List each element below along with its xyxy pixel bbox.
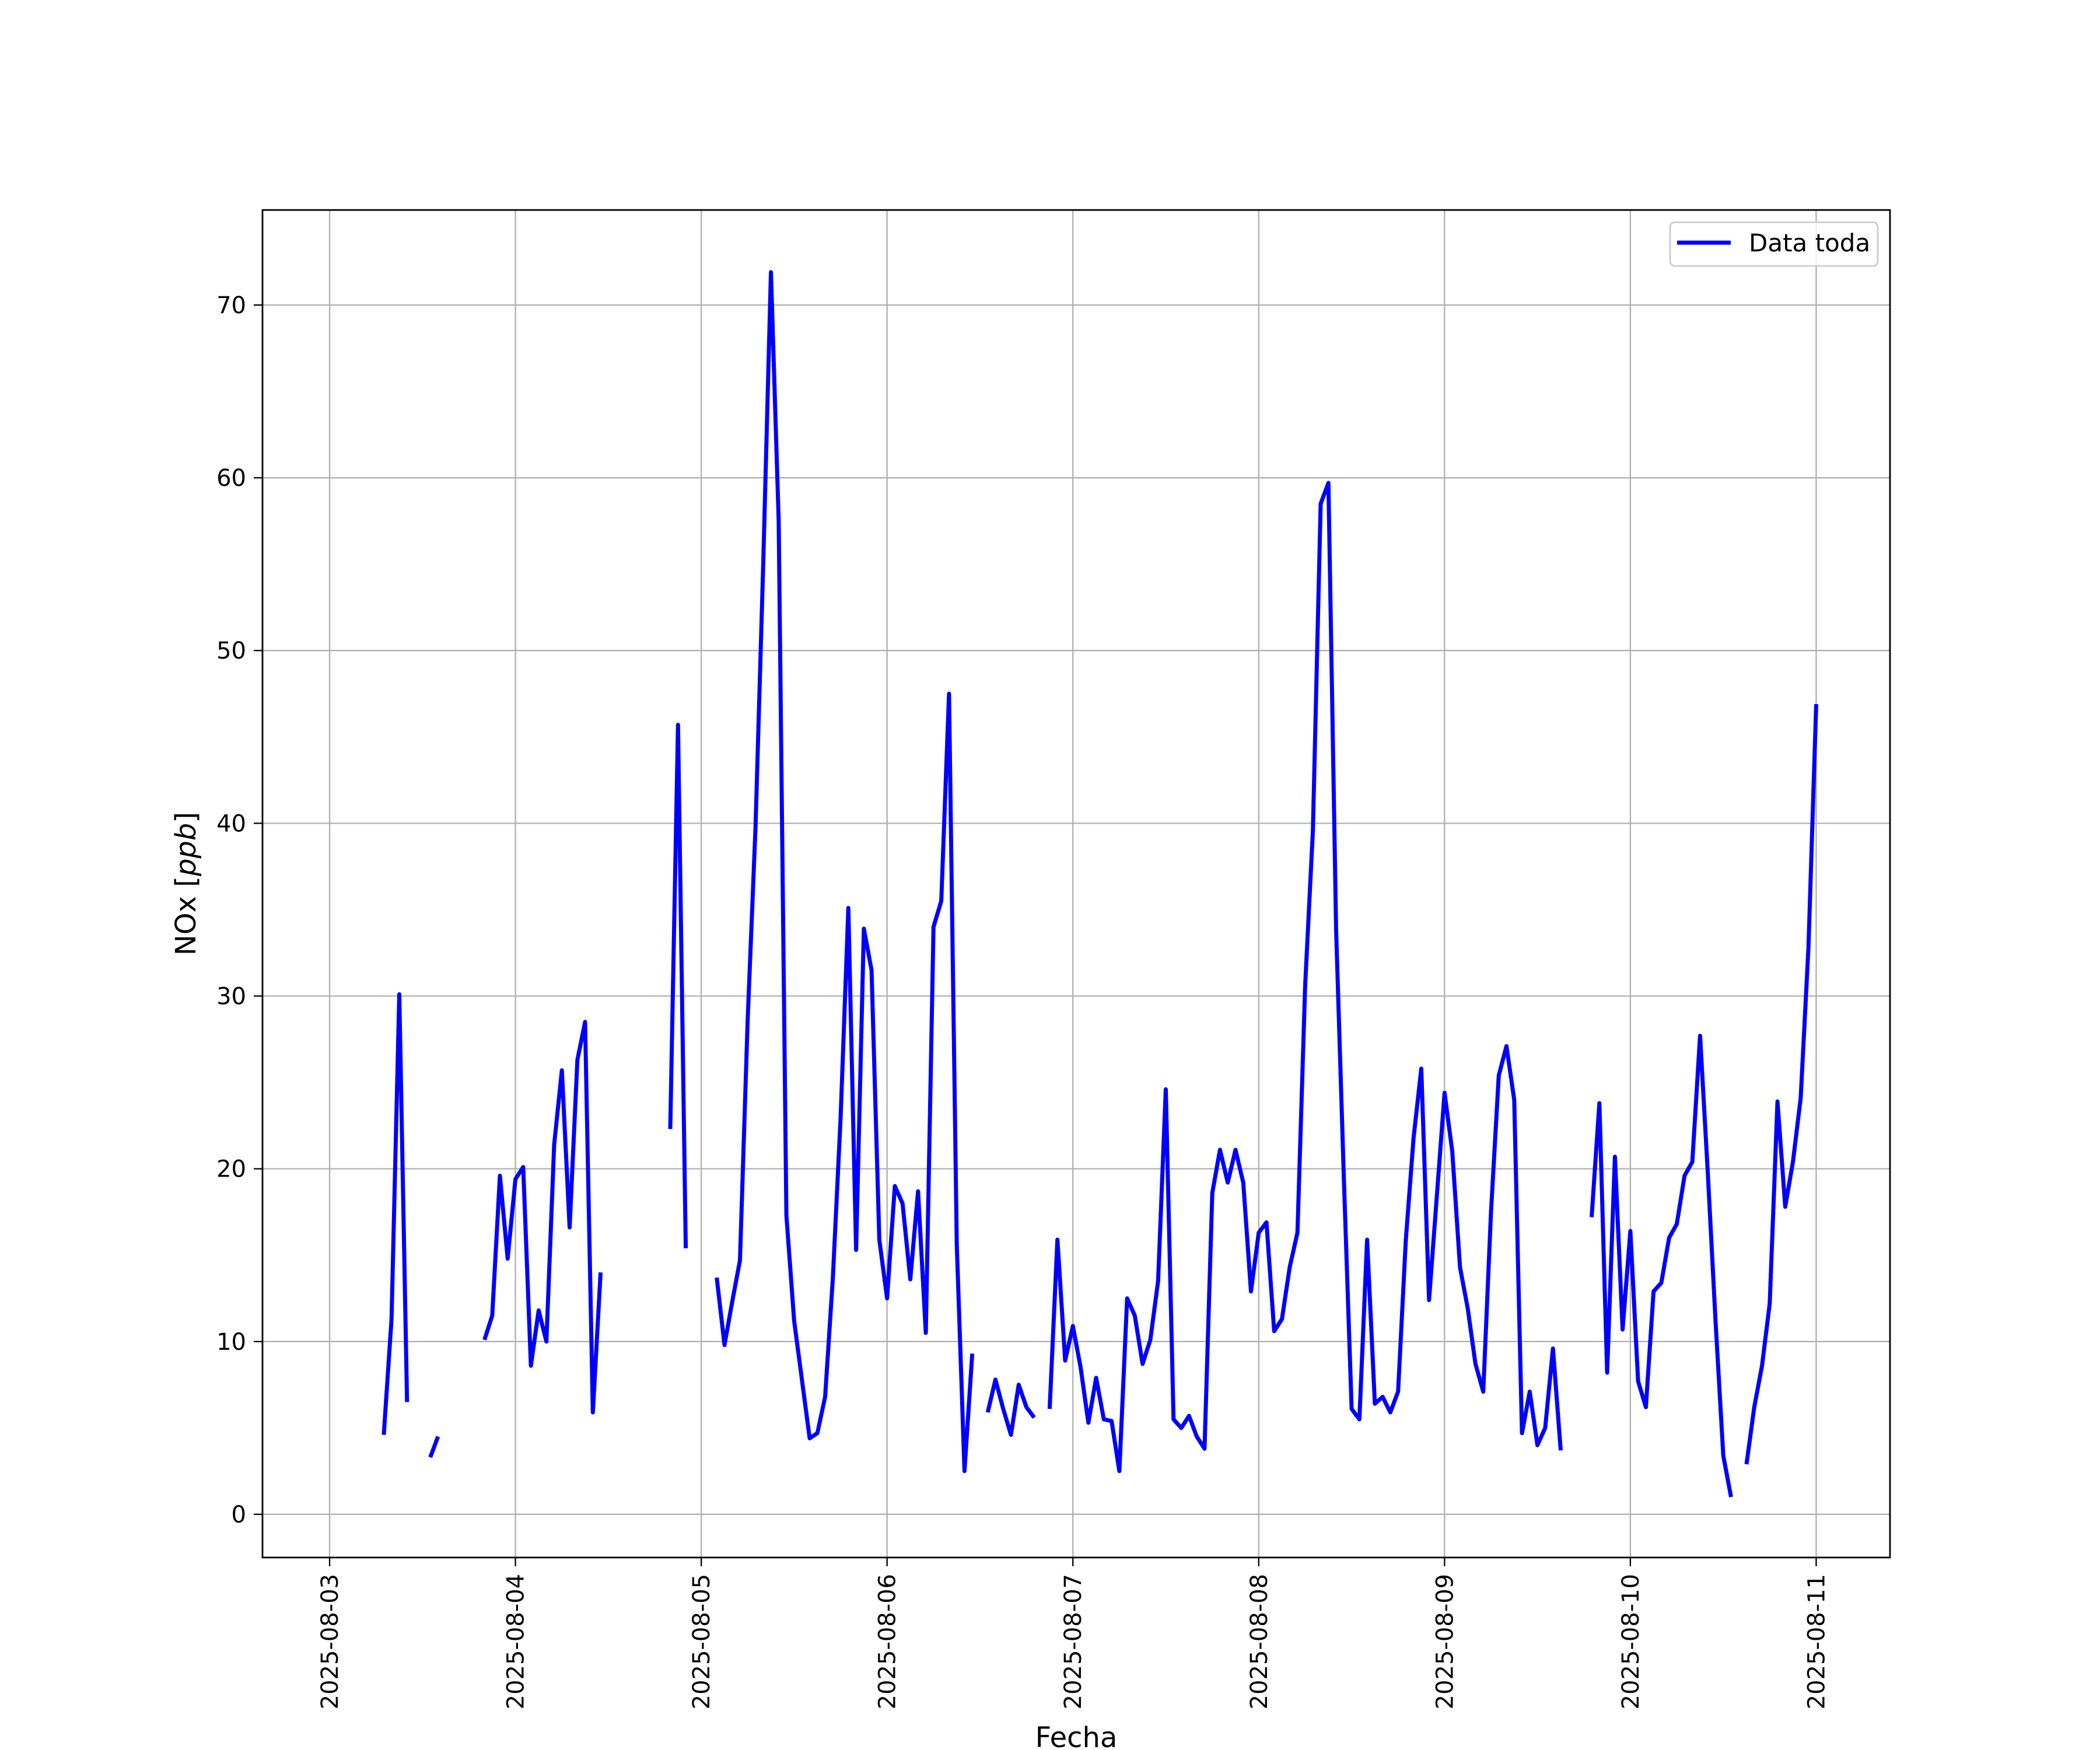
series-line-segment bbox=[482, 1020, 603, 1415]
x-tick-label: 2025-08-08 bbox=[1246, 1574, 1273, 1709]
series-line-segment bbox=[985, 1377, 1036, 1437]
x-tick-label: 2025-08-05 bbox=[688, 1574, 715, 1709]
series-line-segment bbox=[1590, 1034, 1733, 1497]
legend-box bbox=[1669, 221, 1879, 267]
y-axis-label: NOx [ppb] bbox=[170, 812, 202, 956]
series-line-segment bbox=[428, 1436, 440, 1458]
grid bbox=[262, 210, 1890, 1558]
x-axis-label: Fecha bbox=[1035, 1721, 1118, 1750]
y-tick-label: 10 bbox=[216, 1329, 246, 1356]
series-line-segment bbox=[1047, 481, 1563, 1474]
series-line-segment bbox=[382, 992, 410, 1435]
x-tick-label: 2025-08-06 bbox=[874, 1574, 901, 1709]
y-tick-label: 0 bbox=[232, 1502, 246, 1528]
y-tick-label: 70 bbox=[216, 292, 246, 319]
x-tick-label: 2025-08-04 bbox=[503, 1574, 530, 1709]
y-tick-label: 20 bbox=[216, 1156, 246, 1183]
x-tick-label: 2025-08-03 bbox=[317, 1574, 344, 1709]
series-line-segment bbox=[668, 723, 688, 1248]
legend: Data toda bbox=[1669, 221, 1879, 267]
x-tick-label: 2025-08-10 bbox=[1618, 1574, 1644, 1709]
axes-frame bbox=[261, 209, 1891, 1559]
y-tick-label: 40 bbox=[216, 810, 246, 837]
legend-label: Data toda bbox=[1749, 229, 1870, 257]
series-layer bbox=[382, 270, 1818, 1497]
y-tick-label: 60 bbox=[216, 465, 246, 492]
series-line-segment bbox=[715, 270, 975, 1474]
plot-area bbox=[262, 210, 1890, 1558]
x-tick-label: 2025-08-07 bbox=[1060, 1574, 1087, 1709]
y-tick-label: 50 bbox=[216, 638, 246, 664]
ticks: 0 10 20 30 40 50 60 70 2025-08-03 2025-08-04 2025-… bbox=[216, 292, 1830, 1710]
y-tick-label: 30 bbox=[216, 984, 246, 1010]
x-tick-label: 2025-08-11 bbox=[1803, 1574, 1830, 1709]
x-tick-label: 2025-08-09 bbox=[1432, 1574, 1458, 1709]
series-line-segment bbox=[1744, 704, 1818, 1465]
